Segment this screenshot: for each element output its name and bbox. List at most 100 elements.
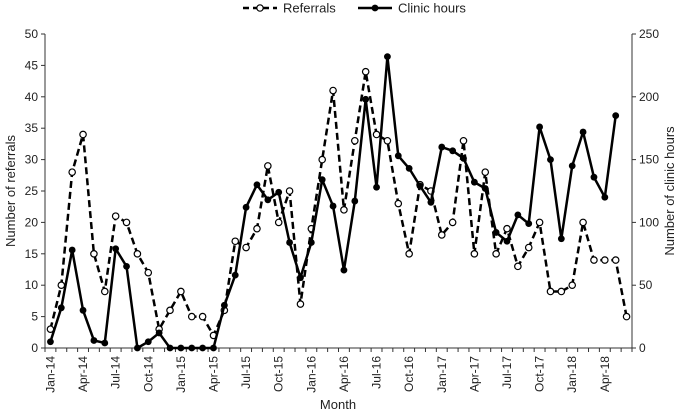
- left-y-tick-label: 5: [31, 310, 38, 324]
- clinic-hours-point: [481, 185, 489, 192]
- clinic-hours-point: [275, 188, 283, 196]
- x-tick-label: Jul-14: [109, 356, 123, 389]
- right-y-axis-title: Number of clinic hours: [662, 126, 677, 256]
- left-y-tick-label: 0: [31, 341, 38, 355]
- referrals-point: [481, 168, 490, 176]
- referrals-point: [144, 268, 153, 277]
- x-tick-label: Oct-14: [141, 356, 155, 392]
- clinic-hours-point: [590, 173, 598, 181]
- referrals-point: [470, 250, 479, 258]
- clinic-hours-point: [438, 143, 446, 151]
- legend: Referrals Clinic hours: [243, 1, 466, 16]
- x-tick-label: Apr-16: [337, 356, 351, 392]
- x-tick-label: Oct-15: [272, 356, 286, 392]
- clinic-hours-point: [579, 128, 587, 136]
- clinic-hours-point: [188, 344, 196, 352]
- clinic-hours-point: [199, 344, 207, 352]
- series-referrals: [46, 67, 631, 340]
- referrals-point: [601, 256, 609, 264]
- x-ticks: Jan-14 Apr-14 Jul-14 Oct-14 Jan-15 Apr-15 Jul-…: [43, 348, 633, 393]
- left-y-tick-label: 15: [25, 247, 39, 261]
- clinic-hours-point: [568, 162, 576, 170]
- left-y-tick-label: 20: [25, 215, 39, 229]
- referrals-point: [557, 287, 566, 296]
- clinic-hours-point: [318, 176, 326, 184]
- clinic-hours-point: [416, 182, 424, 190]
- clinic-hours-point: [166, 344, 174, 352]
- referrals-point: [492, 250, 500, 258]
- x-tick-label: Oct-16: [402, 356, 416, 392]
- clinic-hours-point: [601, 193, 609, 201]
- clinic-hours-point: [405, 164, 413, 172]
- referrals-point: [79, 130, 87, 139]
- x-axis-title: Month: [320, 397, 356, 412]
- referrals-point: [459, 136, 468, 145]
- referrals-point: [383, 136, 392, 145]
- clinic-hours-point: [525, 220, 533, 228]
- referrals-point: [514, 262, 522, 271]
- clinic-hours-point: [384, 53, 391, 61]
- clinic-hours-point: [101, 339, 109, 347]
- x-tick-label: Jan-17: [435, 356, 449, 393]
- referrals-point: [253, 224, 261, 233]
- referrals-point: [546, 287, 555, 296]
- referrals-point: [198, 312, 207, 321]
- left-y-ticks: 0 5 10 15 20 25 30 35 40 45 50: [25, 27, 45, 355]
- left-y-tick-label: 40: [25, 90, 39, 104]
- referrals-point: [590, 256, 598, 264]
- referrals-point: [187, 312, 196, 321]
- clinic-hours-point: [133, 344, 141, 352]
- legend-label-referrals: Referrals: [283, 1, 336, 16]
- clinic-hours-point: [340, 266, 348, 274]
- x-tick-label: Jul-15: [239, 356, 253, 389]
- clinic-hours-point: [536, 123, 544, 131]
- referrals-point: [318, 155, 326, 164]
- referrals-point: [524, 243, 533, 252]
- clinic-hours-point: [362, 95, 370, 103]
- clinic-hours-point: [144, 338, 152, 346]
- clinic-hours-point: [427, 198, 435, 206]
- referrals-point: [394, 199, 403, 208]
- right-y-tick-label: 250: [639, 27, 659, 41]
- clinic-hours-point: [329, 202, 337, 210]
- referrals-point: [296, 300, 305, 308]
- clinic-hours-point: [112, 245, 120, 253]
- referrals-point: [351, 136, 359, 145]
- x-tick-label: Jan-16: [304, 356, 318, 393]
- x-tick-label: Jan-14: [43, 356, 57, 393]
- clinic-hours-point: [90, 337, 98, 344]
- referrals-point: [122, 218, 131, 227]
- clinic-hours-point: [557, 235, 565, 243]
- referrals-point: [100, 287, 109, 296]
- legend-marker-clinic-hours: [371, 4, 379, 12]
- referrals-point: [568, 281, 577, 290]
- clinic-hours-point: [547, 156, 554, 164]
- clinic-hours-point: [123, 262, 130, 270]
- x-tick-label: Jan-15: [174, 356, 188, 393]
- clinic-hours-point: [373, 183, 380, 191]
- referrals-point: [579, 218, 587, 227]
- clinic-hours-point: [79, 306, 87, 314]
- clinic-hours-point: [155, 329, 163, 337]
- axes: [44, 34, 633, 349]
- clinic-hours-point: [286, 239, 293, 246]
- referrals-point: [111, 212, 120, 220]
- referrals-point: [437, 231, 446, 239]
- right-y-tick-label: 0: [639, 341, 646, 355]
- referrals-point: [242, 243, 250, 252]
- referrals-point: [57, 281, 66, 290]
- x-tick-label: Jul-16: [370, 356, 384, 389]
- right-y-tick-label: 50: [639, 278, 653, 292]
- clinic-hours-point: [514, 211, 522, 219]
- left-y-tick-label: 25: [25, 184, 39, 198]
- referrals-point: [372, 130, 381, 139]
- clinic-hours-point: [253, 181, 261, 189]
- referrals-point: [231, 237, 240, 246]
- x-tick-label: Apr-18: [598, 356, 612, 392]
- referrals-point: [68, 168, 76, 176]
- referrals-point: [503, 224, 511, 233]
- referrals-point: [285, 187, 294, 195]
- clinic-hours-point: [177, 344, 185, 352]
- referrals-point: [361, 67, 370, 76]
